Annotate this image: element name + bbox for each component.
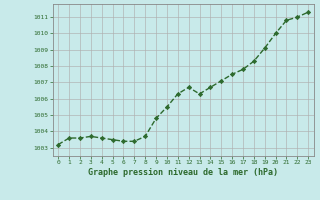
X-axis label: Graphe pression niveau de la mer (hPa): Graphe pression niveau de la mer (hPa) <box>88 168 278 177</box>
